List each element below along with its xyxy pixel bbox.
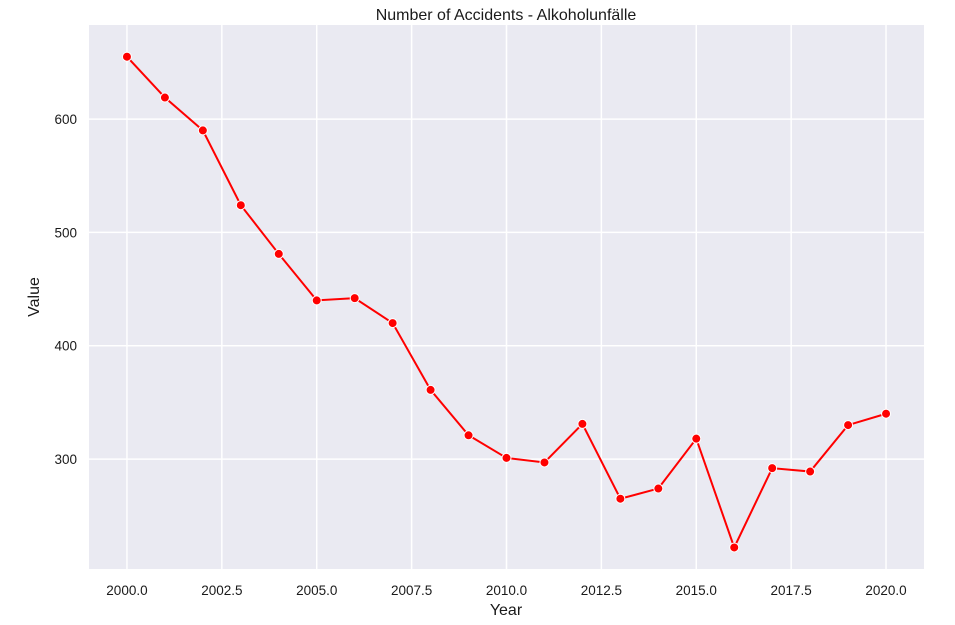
x-tick-label: 2002.5 [201,583,242,598]
data-point [767,463,778,474]
data-point [387,318,398,329]
data-point [539,457,550,468]
data-point [805,466,816,477]
y-tick-labels: 300 400 500 600 [54,112,77,467]
data-point [425,384,436,395]
series-group [121,51,892,553]
x-tick-label: 2015.0 [676,583,717,598]
data-point [463,430,474,441]
data-point [653,483,664,494]
y-axis-label: Value [26,277,43,317]
data-point [273,248,284,259]
y-tick-label: 500 [54,225,77,240]
chart-title: Number of Accidents - Alkoholunfälle [376,7,637,24]
x-tick-label: 2000.0 [106,583,147,598]
data-point [121,51,132,62]
x-tick-label: 2007.5 [391,583,432,598]
x-tick-label: 2020.0 [865,583,906,598]
x-tick-label: 2010.0 [486,583,527,598]
y-tick-label: 400 [54,339,77,354]
x-tick-label: 2005.0 [296,583,337,598]
data-point [577,418,588,429]
x-tick-labels: 2000.0 2002.5 2005.0 2007.5 2010.0 2012.5 2015… [106,583,906,598]
x-axis-label: Year [490,602,523,619]
y-tick-label: 600 [54,112,77,127]
data-point [881,408,892,419]
data-point [501,452,512,463]
x-tick-label: 2017.5 [771,583,812,598]
data-point [197,125,208,136]
data-point [843,420,854,431]
data-point [159,92,170,103]
y-tick-label: 300 [54,452,77,467]
data-point [235,200,246,211]
x-tick-label: 2012.5 [581,583,622,598]
data-point [691,433,702,444]
data-point [729,542,740,553]
data-point [615,493,626,504]
data-point [311,295,322,306]
data-point [349,293,360,304]
